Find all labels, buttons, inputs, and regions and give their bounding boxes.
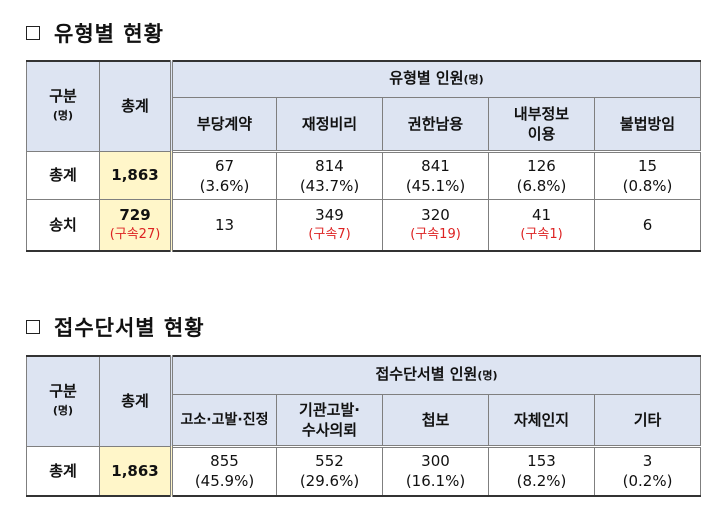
header-category: 부당계약 <box>171 96 277 153</box>
header-gubun: 구분 (명) <box>26 355 100 447</box>
cell: 41 (구속1) <box>488 198 595 252</box>
cell: 814 (43.7%) <box>276 150 383 200</box>
table-row: 총계 1,863 67 (3.6%) 814 (43.7%) 841 (45.1%) … <box>26 150 702 200</box>
cell: 3 (0.2%) <box>593 445 702 497</box>
header-category: 첩보 <box>382 393 489 448</box>
section1-title: 유형별 현황 <box>26 18 164 48</box>
header-category: 기관고발· 수사의뢰 <box>276 393 383 448</box>
header-group: 유형별 인원(명) <box>170 60 702 98</box>
square-bullet-icon <box>26 320 40 334</box>
type-table: 구분 (명) 총계 유형별 인원(명) 부당계약 재정비리 권한남용 내부정보 … <box>26 60 702 252</box>
square-bullet-icon <box>26 26 40 40</box>
header-category: 자체인지 <box>488 393 595 448</box>
row-total: 729 (구속27) <box>99 198 173 252</box>
row-label: 송치 <box>26 198 100 252</box>
cell: 6 <box>593 198 702 252</box>
header-gubun: 구분 (명) <box>26 60 100 152</box>
row-total: 1,863 <box>99 150 173 200</box>
header-category: 내부정보 이용 <box>488 96 595 153</box>
source-table: 구분 (명) 총계 접수단서별 인원(명) 고소·고발·진정 기관고발· 수사의… <box>26 355 702 497</box>
header-total: 총계 <box>99 355 173 447</box>
cell: 126 (6.8%) <box>488 150 595 200</box>
header-category: 재정비리 <box>276 96 383 153</box>
cell: 349 (구속7) <box>276 198 383 252</box>
section1-title-text: 유형별 현황 <box>54 22 164 46</box>
row-total: 1,863 <box>99 445 173 497</box>
cell: 67 (3.6%) <box>171 150 277 200</box>
cell: 552 (29.6%) <box>276 445 383 497</box>
header-category: 불법방임 <box>593 96 702 153</box>
row-label: 총계 <box>26 150 100 200</box>
cell: 13 <box>171 198 277 252</box>
section2-title: 접수단서별 현황 <box>26 312 205 342</box>
header-category: 권한남용 <box>382 96 489 153</box>
section2-title-text: 접수단서별 현황 <box>54 316 205 340</box>
cell: 15 (0.8%) <box>593 150 702 200</box>
header-group: 접수단서별 인원(명) <box>170 355 702 395</box>
header-category: 기타 <box>593 393 702 448</box>
header-total: 총계 <box>99 60 173 152</box>
table-row: 총계 1,863 855 (45.9%) 552 (29.6%) 300 (16.1%… <box>26 445 702 497</box>
row-label: 총계 <box>26 445 100 497</box>
cell: 841 (45.1%) <box>382 150 489 200</box>
cell: 153 (8.2%) <box>488 445 595 497</box>
table-row: 송치 729 (구속27) 13 349 (구속7) 320 (구속19) 41 (구속… <box>26 198 702 252</box>
header-category: 고소·고발·진정 <box>171 393 277 448</box>
cell: 855 (45.9%) <box>171 445 277 497</box>
cell: 300 (16.1%) <box>382 445 489 497</box>
cell: 320 (구속19) <box>382 198 489 252</box>
